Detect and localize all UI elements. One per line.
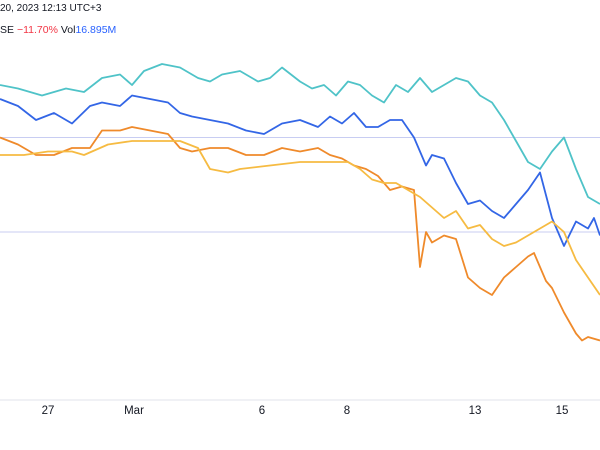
- yellow-series-line: [0, 140, 600, 296]
- x-tick-label: 6: [259, 405, 265, 417]
- volume-label: Vol: [60, 24, 76, 36]
- teal-series-line: [0, 63, 600, 205]
- blue-series-line: [0, 94, 600, 247]
- orange-series-line: [0, 126, 600, 342]
- price-change: −11.70%: [16, 24, 58, 36]
- x-tick-label: Mar: [124, 405, 144, 417]
- x-tick-label: 13: [469, 405, 482, 417]
- x-tick-label: 15: [556, 405, 569, 417]
- header-stats: SE −11.70% Vol16.895M: [0, 24, 116, 36]
- x-tick-label: 8: [344, 405, 350, 417]
- header-symbol-fragment: SE: [0, 24, 15, 36]
- volume-value: 16.895M: [75, 24, 117, 36]
- header-datetime: 20, 2023 12:13 UTC+3: [0, 3, 102, 14]
- reference-lines: [0, 137, 600, 233]
- series-lines: [0, 63, 600, 342]
- x-tick-label: 27: [42, 405, 55, 417]
- x-axis-ticks: 27 Mar 6 8 13 15: [42, 405, 569, 417]
